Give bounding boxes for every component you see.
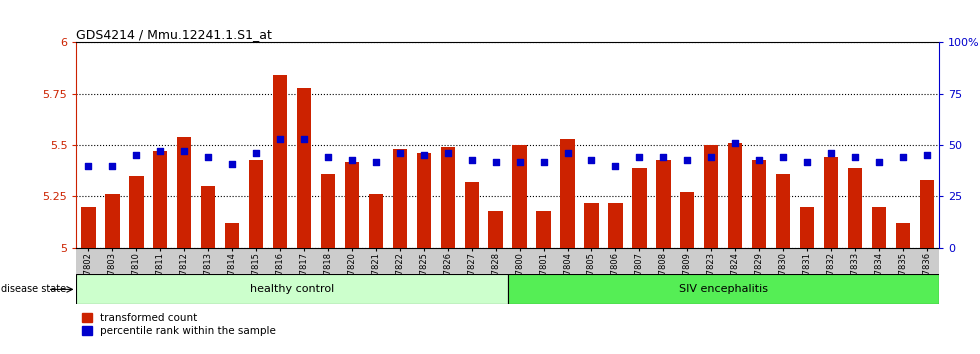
- Bar: [297, 88, 312, 248]
- Bar: [919, 180, 934, 248]
- Bar: [561, 139, 574, 248]
- Point: [704, 155, 719, 160]
- Bar: [609, 202, 622, 248]
- Text: disease state: disease state: [1, 284, 66, 295]
- Bar: [680, 192, 695, 248]
- Bar: [872, 207, 886, 248]
- Bar: [728, 143, 743, 248]
- Bar: [153, 151, 168, 248]
- Bar: [129, 176, 143, 248]
- Point: [368, 159, 384, 164]
- Point: [105, 163, 121, 169]
- Bar: [513, 145, 527, 248]
- Bar: [177, 137, 191, 248]
- Point: [440, 150, 456, 156]
- Point: [416, 153, 431, 158]
- Point: [392, 150, 408, 156]
- Point: [176, 148, 192, 154]
- Bar: [225, 223, 239, 248]
- Bar: [824, 158, 838, 248]
- Legend: transformed count, percentile rank within the sample: transformed count, percentile rank withi…: [81, 313, 276, 336]
- Bar: [105, 194, 120, 248]
- Point: [800, 159, 815, 164]
- Bar: [81, 207, 96, 248]
- Point: [248, 150, 264, 156]
- Point: [128, 153, 144, 158]
- Text: GDS4214 / Mmu.12241.1.S1_at: GDS4214 / Mmu.12241.1.S1_at: [76, 28, 272, 41]
- Bar: [465, 182, 479, 248]
- Point: [752, 157, 767, 162]
- Bar: [776, 174, 790, 248]
- Bar: [441, 147, 455, 248]
- Point: [679, 157, 695, 162]
- Bar: [416, 153, 431, 248]
- Bar: [345, 161, 359, 248]
- Point: [608, 163, 623, 169]
- Bar: [657, 160, 670, 248]
- FancyBboxPatch shape: [76, 274, 508, 304]
- Bar: [848, 168, 862, 248]
- Point: [584, 157, 600, 162]
- Point: [727, 140, 743, 146]
- Bar: [201, 186, 216, 248]
- Point: [224, 161, 240, 166]
- Point: [823, 150, 839, 156]
- Point: [536, 159, 552, 164]
- Point: [560, 150, 575, 156]
- Point: [200, 155, 216, 160]
- Point: [153, 148, 169, 154]
- Bar: [800, 207, 814, 248]
- Bar: [393, 149, 407, 248]
- Bar: [584, 202, 599, 248]
- Point: [296, 136, 312, 142]
- Bar: [368, 194, 383, 248]
- Point: [272, 136, 288, 142]
- Text: SIV encephalitis: SIV encephalitis: [679, 284, 767, 295]
- Point: [512, 159, 527, 164]
- Point: [656, 155, 671, 160]
- Point: [464, 157, 479, 162]
- Bar: [632, 168, 647, 248]
- Point: [488, 159, 504, 164]
- Text: healthy control: healthy control: [250, 284, 334, 295]
- Bar: [752, 160, 766, 248]
- Point: [871, 159, 887, 164]
- Bar: [249, 160, 264, 248]
- Bar: [704, 145, 718, 248]
- Point: [847, 155, 862, 160]
- Point: [80, 163, 96, 169]
- Point: [631, 155, 647, 160]
- FancyBboxPatch shape: [508, 274, 939, 304]
- Bar: [488, 211, 503, 248]
- Bar: [272, 75, 287, 248]
- Bar: [320, 174, 335, 248]
- Point: [344, 157, 360, 162]
- Point: [919, 153, 935, 158]
- Point: [320, 155, 336, 160]
- Point: [895, 155, 910, 160]
- Bar: [536, 211, 551, 248]
- Bar: [896, 223, 910, 248]
- Point: [775, 155, 791, 160]
